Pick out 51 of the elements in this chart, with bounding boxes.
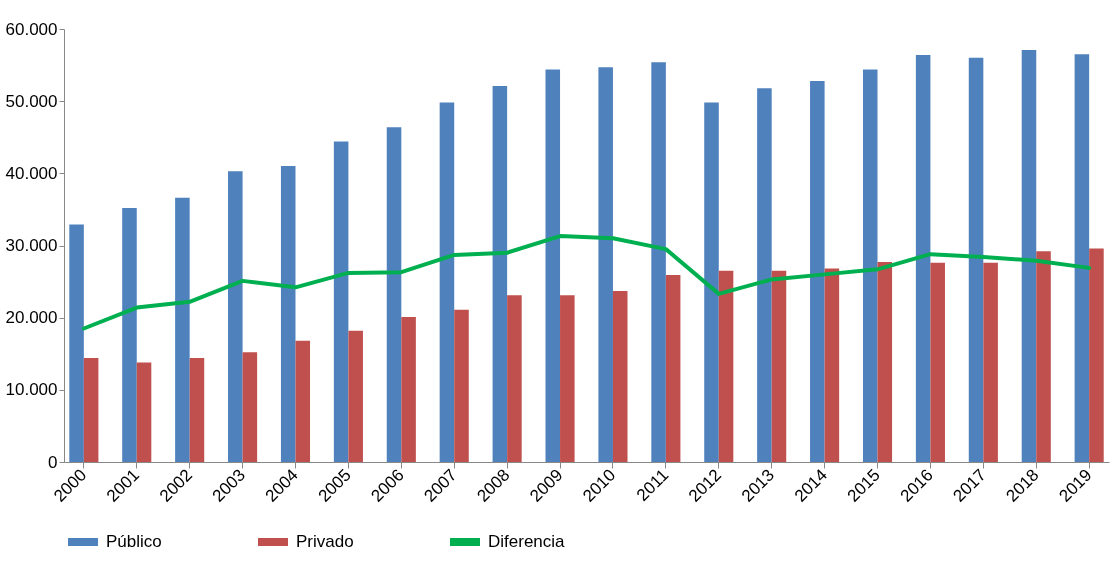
bar [651,62,666,462]
bar [983,262,998,462]
bar [454,309,469,462]
bar [665,275,681,462]
bar [348,330,363,462]
bar [598,67,613,462]
bar [704,102,719,462]
legend-label: Privado [296,532,354,551]
bar [862,69,878,462]
bar [560,295,575,462]
bar [968,57,984,462]
legend-label: Público [106,532,162,551]
y-tick-label: 50.000 [5,91,58,111]
legend-label: Diferencia [488,532,566,551]
bar [824,268,840,462]
bar [386,127,402,462]
bar [507,295,522,462]
bar [1074,54,1090,462]
bar [915,54,931,462]
bar [1089,248,1104,462]
bar [612,290,628,462]
bar [545,69,561,462]
bar [295,340,311,462]
bar [136,362,152,462]
bar [333,141,349,462]
bar [175,197,190,462]
bar [718,270,734,462]
bar [280,166,296,462]
bar [757,88,772,462]
bar [877,262,893,462]
bar [189,358,205,462]
bar [930,262,945,462]
bar [122,207,137,462]
bar [83,358,99,462]
y-tick-label: 0 [48,452,58,472]
bar [439,102,455,462]
bar [242,352,258,462]
y-tick-label: 30.000 [5,236,58,255]
y-tick-label: 20.000 [5,308,58,328]
line-series [81,234,1092,331]
bar [810,80,825,462]
y-tick-label: 10.000 [5,380,58,400]
bar [771,270,787,462]
bar [69,224,84,462]
bar [401,316,416,462]
bar [228,171,243,462]
bar [1036,251,1051,462]
y-tick-label: 40.000 [5,163,58,183]
bar [1021,49,1037,462]
bar [492,86,508,462]
y-tick-label: 60.000 [5,19,58,39]
